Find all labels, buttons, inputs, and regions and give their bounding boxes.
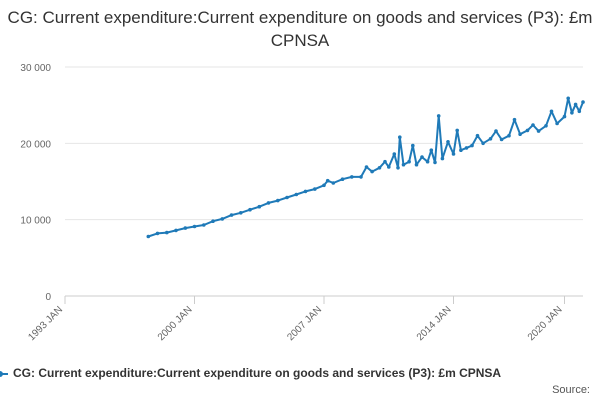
y-tick-label: 30 000 xyxy=(20,63,51,74)
data-point[interactable] xyxy=(377,166,382,170)
x-tick-label: 2000 JAN xyxy=(156,304,195,343)
y-axis: 0 10 000 20 000 30 000 xyxy=(20,63,51,303)
data-point[interactable] xyxy=(455,128,460,133)
data-point[interactable] xyxy=(276,198,280,203)
data-point[interactable] xyxy=(494,129,498,133)
data-point[interactable] xyxy=(499,137,504,142)
data-point[interactable] xyxy=(549,109,554,114)
data-point[interactable] xyxy=(401,162,406,167)
data-point[interactable] xyxy=(440,156,445,161)
data-point[interactable] xyxy=(525,128,530,133)
data-point[interactable] xyxy=(257,204,262,209)
data-point[interactable] xyxy=(573,102,578,107)
data-point[interactable] xyxy=(248,207,252,212)
data-point[interactable] xyxy=(562,114,567,119)
data-point[interactable] xyxy=(192,224,197,229)
x-axis: 1993 JAN 2000 JAN 2007 JAN 2014 JAN 2020 JAN xyxy=(26,295,583,343)
legend-swatch xyxy=(0,370,8,377)
data-point[interactable] xyxy=(518,132,522,136)
x-tick-label: 2007 JAN xyxy=(285,304,324,343)
data-point[interactable] xyxy=(451,152,456,156)
data-point[interactable] xyxy=(414,162,419,167)
legend-label: CG: Current expenditure:Current expendit… xyxy=(13,366,502,380)
legend[interactable]: CG: Current expenditure:Current expendit… xyxy=(0,366,600,382)
data-point[interactable] xyxy=(446,140,450,144)
data-point[interactable] xyxy=(512,117,517,122)
data-point[interactable] xyxy=(183,226,188,230)
data-point[interactable] xyxy=(202,223,206,227)
data-point[interactable] xyxy=(536,129,541,133)
data-point[interactable] xyxy=(155,231,160,236)
data-point[interactable] xyxy=(387,165,391,169)
data-point[interactable] xyxy=(433,160,437,165)
data-point[interactable] xyxy=(407,159,411,164)
data-point[interactable] xyxy=(555,121,559,126)
data-point[interactable] xyxy=(481,141,485,146)
source-label: Source: xyxy=(552,384,590,396)
data-point[interactable] xyxy=(359,175,363,179)
data-point[interactable] xyxy=(577,109,582,114)
data-point[interactable] xyxy=(436,114,441,118)
data-point[interactable] xyxy=(570,111,574,115)
y-tick-label: 0 xyxy=(45,292,51,303)
data-point[interactable] xyxy=(507,133,511,138)
data-point[interactable] xyxy=(322,183,326,188)
data-point[interactable] xyxy=(425,159,430,164)
data-point[interactable] xyxy=(211,219,215,223)
data-point[interactable] xyxy=(174,228,178,233)
data-point[interactable] xyxy=(331,181,336,185)
data-point[interactable] xyxy=(459,148,463,152)
chart-title: CG: Current expenditure:Current expendit… xyxy=(7,8,593,50)
grid-lines xyxy=(65,66,583,221)
data-point[interactable] xyxy=(350,175,354,179)
data-point[interactable] xyxy=(396,166,400,170)
data-point[interactable] xyxy=(544,124,548,128)
x-tick-label: 1993 JAN xyxy=(26,304,65,343)
data-point[interactable] xyxy=(146,234,151,239)
data-point[interactable] xyxy=(581,100,585,104)
data-point[interactable] xyxy=(303,189,308,194)
data-point[interactable] xyxy=(531,123,535,127)
data-point[interactable] xyxy=(464,146,469,150)
data-point[interactable] xyxy=(266,201,271,205)
data-point[interactable] xyxy=(340,177,345,181)
data-point[interactable] xyxy=(370,169,374,174)
data-point[interactable] xyxy=(325,178,330,183)
data-point[interactable] xyxy=(470,143,474,148)
data-point[interactable] xyxy=(364,165,369,169)
y-tick-label: 20 000 xyxy=(20,139,51,150)
data-point[interactable] xyxy=(420,155,424,159)
x-tick-label: 2020 JAN xyxy=(526,304,565,343)
data-point[interactable] xyxy=(475,133,480,138)
data-point[interactable] xyxy=(411,143,415,148)
data-point[interactable] xyxy=(383,159,387,164)
data-point[interactable] xyxy=(165,230,169,235)
data-point[interactable] xyxy=(239,211,243,215)
series-group xyxy=(146,96,585,239)
data-point[interactable] xyxy=(313,187,317,191)
data-point[interactable] xyxy=(566,96,570,101)
data-point[interactable] xyxy=(398,135,402,139)
y-tick-label: 10 000 xyxy=(20,216,51,227)
x-tick-label: 2014 JAN xyxy=(415,304,454,343)
data-point[interactable] xyxy=(294,192,299,197)
data-point[interactable] xyxy=(392,152,397,156)
data-point[interactable] xyxy=(429,148,434,152)
data-point[interactable] xyxy=(488,137,493,141)
data-point[interactable] xyxy=(220,217,225,221)
data-point[interactable] xyxy=(229,213,234,217)
data-point[interactable] xyxy=(285,195,289,200)
